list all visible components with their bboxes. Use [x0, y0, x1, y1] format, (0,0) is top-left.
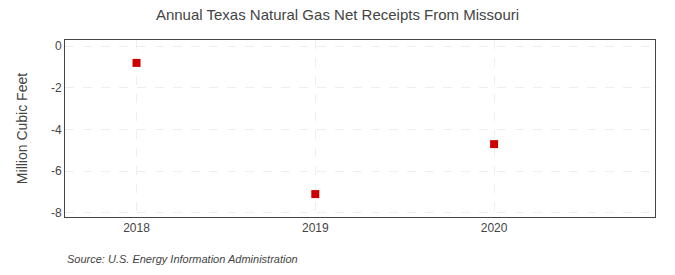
svg-text:-4: -4: [51, 123, 62, 137]
svg-text:Million Cubic Feet: Million Cubic Feet: [14, 73, 30, 184]
svg-text:-2: -2: [51, 81, 62, 95]
svg-text:-8: -8: [51, 206, 62, 220]
svg-text:-6: -6: [51, 164, 62, 178]
svg-text:0: 0: [55, 39, 62, 53]
svg-text:Annual Texas Natural Gas Net R: Annual Texas Natural Gas Net Receipts Fr…: [156, 6, 519, 23]
svg-text:2020: 2020: [481, 221, 508, 235]
svg-text:2019: 2019: [302, 221, 329, 235]
svg-text:2018: 2018: [123, 221, 150, 235]
svg-text:Source: U.S. Energy Informatio: Source: U.S. Energy Information Administ…: [67, 253, 298, 265]
